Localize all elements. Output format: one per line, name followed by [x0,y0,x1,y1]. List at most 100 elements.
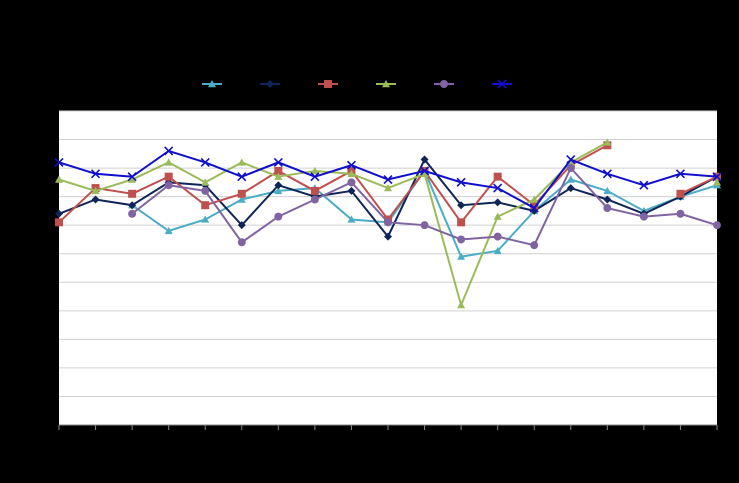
marker [274,181,283,190]
marker [603,204,612,213]
marker [310,195,319,204]
marker [713,178,721,186]
marker [566,175,575,183]
legend-item [202,80,222,88]
marker [497,79,507,89]
marker [347,169,356,177]
marker [273,157,283,167]
marker [603,195,612,204]
marker [493,212,502,220]
marker [457,301,466,309]
marker [676,189,685,198]
marker [566,154,576,165]
marker [440,80,448,88]
y-tick-label: 8 [45,191,51,203]
marker [382,80,390,88]
marker [324,80,332,88]
marker [457,252,466,260]
marker [164,158,173,166]
marker [128,201,137,210]
marker [128,189,137,198]
y-tick-label: 11 [40,105,51,117]
y-tick-label: 4 [45,305,51,317]
marker [201,186,210,195]
y-tick-label: 3 [45,333,51,345]
marker [603,186,612,195]
y-tick-label: 10 [39,133,51,145]
marker [201,178,210,186]
marker [55,209,63,218]
marker [128,175,137,183]
marker [91,186,100,195]
marker [201,215,210,223]
marker [419,166,430,176]
marker [420,169,429,177]
marker [237,189,246,198]
marker [493,198,502,207]
marker [383,174,393,185]
marker [456,177,466,187]
marker [384,232,392,241]
marker [420,155,429,164]
legend-item [434,80,454,88]
marker [530,241,539,250]
marker [457,235,466,244]
marker [457,201,466,210]
marker [274,166,283,175]
marker [676,209,685,218]
marker [493,246,502,255]
marker [237,195,246,203]
y-tick-label: 7 [45,219,51,231]
marker [55,218,63,227]
marker [346,160,357,170]
marker [347,178,356,187]
marker [164,181,173,190]
marker [164,146,174,156]
marker [493,183,503,193]
marker [201,201,210,210]
marker [384,218,392,227]
marker [274,212,283,221]
marker [54,157,64,167]
marker [237,221,246,230]
marker [90,169,101,179]
series [128,164,721,250]
y-tick-label: 5 [45,276,51,288]
marker [274,172,283,180]
marker [91,195,100,204]
marker [310,166,319,175]
marker [237,238,246,247]
marker [127,172,137,182]
marker [603,138,612,146]
marker [310,186,319,195]
marker [266,80,274,88]
marker [457,218,466,227]
y-tick-label: 6 [45,248,51,260]
marker [639,212,648,221]
marker [384,184,392,192]
marker [208,80,216,88]
marker [712,172,722,182]
legend-item [318,80,338,88]
marker [530,195,539,203]
marker [530,201,539,210]
marker [347,186,356,195]
marker [237,158,246,166]
series-line [58,144,718,224]
legend-item [492,79,512,89]
marker [164,226,173,235]
marker [310,172,320,182]
marker [639,180,649,190]
y-tick-label: 9 [45,162,51,174]
y-tick-label: 2 [45,362,51,374]
marker [237,172,247,182]
legend-item [376,80,396,88]
marker [274,186,283,195]
series [55,138,721,308]
marker [675,169,686,179]
legend-item [260,80,280,88]
marker [493,232,502,241]
marker [713,221,721,230]
y-tick-label: 0 [45,419,51,431]
